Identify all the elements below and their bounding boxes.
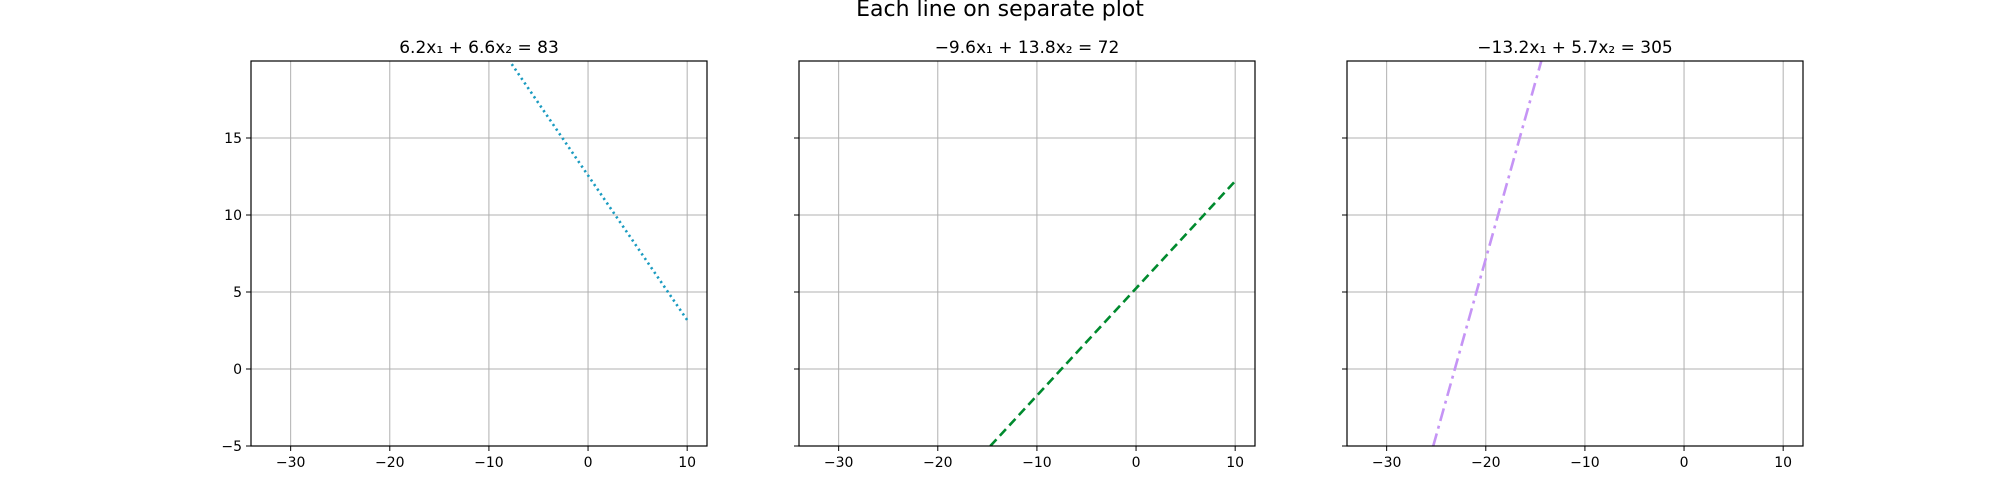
x-tick-label: −30 (276, 455, 306, 471)
x-tick-label: −30 (1372, 455, 1402, 471)
subplot-2: −9.6x₁ + 13.8x₂ = 72 −30 −20 −10 0 10 (794, 38, 1256, 471)
x-tick-label: 0 (584, 455, 593, 471)
x-tick-label: −10 (474, 455, 504, 471)
x-tick-label: −20 (923, 455, 953, 471)
subplot-3: −13.2x₁ + 5.7x₂ = 305 −30 −20 −10 0 10 (1342, 38, 1804, 471)
x-tick-label: −20 (375, 455, 405, 471)
x-tick-label: −10 (1570, 455, 1600, 471)
x-tick-label: −20 (1471, 455, 1501, 471)
x-tick-label: 0 (1680, 455, 1689, 471)
x-tick-label: −30 (824, 455, 854, 471)
axes-frame (798, 60, 1256, 447)
subplot-title: −9.6x₁ + 13.8x₂ = 72 (935, 38, 1120, 58)
x-tick-label: 0 (1132, 455, 1141, 471)
x-tick-label: −10 (1022, 455, 1052, 471)
axes-frame (1346, 60, 1804, 447)
y-tick-label: 10 (224, 208, 242, 224)
x-tick-label: 10 (678, 455, 696, 471)
y-tick-label: 5 (233, 285, 242, 301)
axes-frame (250, 60, 708, 447)
series-line (510, 63, 689, 321)
subplot-title: 6.2x₁ + 6.6x₂ = 83 (399, 38, 559, 58)
y-tick-label: 0 (233, 362, 242, 378)
subplots: 6.2x₁ + 6.6x₂ = 83 −30 −20 −10 0 10 −5 0 5 10 15 −9… (221, 38, 1804, 471)
x-tick-label: 10 (1774, 455, 1792, 471)
y-tick-label: 15 (224, 131, 242, 147)
series-line (989, 180, 1237, 446)
subplot-1: 6.2x₁ + 6.6x₂ = 83 −30 −20 −10 0 10 −5 0 5 10 15 (221, 38, 708, 471)
series-line (1431, 61, 1543, 446)
x-tick-label: 10 (1226, 455, 1244, 471)
subplot-title: −13.2x₁ + 5.7x₂ = 305 (1477, 38, 1672, 58)
figure-title: Each line on separate plot (856, 0, 1144, 22)
y-tick-label: −5 (221, 439, 242, 455)
